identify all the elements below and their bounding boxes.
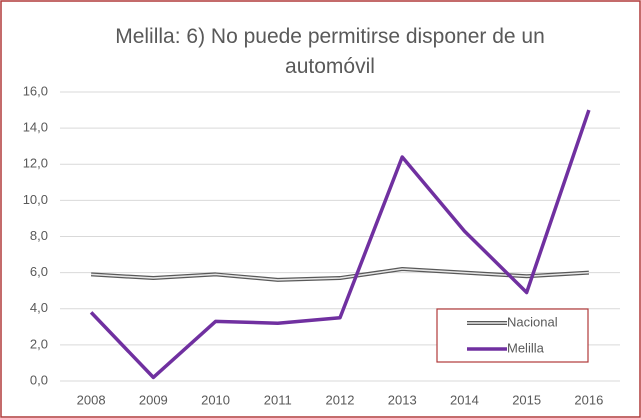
chart-title: Melilla: 6) No puede permitirse disponer… xyxy=(115,25,545,78)
series-line-inner xyxy=(91,268,589,281)
y-tick-label: 12,0 xyxy=(23,156,48,171)
x-tick-label: 2009 xyxy=(139,392,168,407)
y-tick-label: 8,0 xyxy=(30,228,48,243)
legend-label: Nacional xyxy=(507,314,558,329)
y-tick-label: 14,0 xyxy=(23,120,48,135)
y-tick-label: 4,0 xyxy=(30,300,48,315)
y-tick-label: 0,0 xyxy=(30,372,48,387)
x-tick-label: 2016 xyxy=(574,392,603,407)
y-tick-label: 6,0 xyxy=(30,264,48,279)
x-tick-label: 2015 xyxy=(512,392,541,407)
y-tick-label: 16,0 xyxy=(23,83,48,98)
y-tick-label: 2,0 xyxy=(30,336,48,351)
x-tick-label: 2012 xyxy=(326,392,355,407)
x-tick-label: 2010 xyxy=(201,392,230,407)
legend-box xyxy=(436,308,589,363)
x-tick-label: 2013 xyxy=(388,392,417,407)
x-tick-label: 2008 xyxy=(77,392,106,407)
x-tick-label: 2014 xyxy=(450,392,479,407)
legend-label: Melilla xyxy=(507,340,545,355)
series-line xyxy=(89,109,591,380)
y-tick-label: 10,0 xyxy=(23,192,48,207)
x-tick-label: 2011 xyxy=(264,392,292,407)
